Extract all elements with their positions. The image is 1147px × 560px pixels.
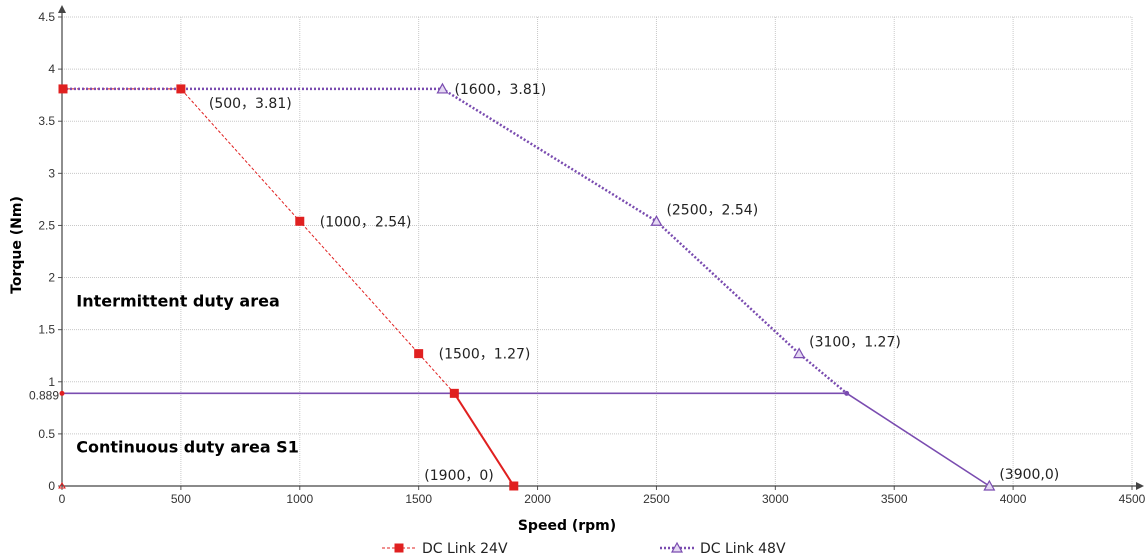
continuous-start-marker: [59, 390, 65, 396]
legend-label: DC Link 48V: [700, 541, 786, 557]
legend-marker-triangle: [670, 541, 684, 553]
series-24v-continuous-line: [453, 392, 515, 487]
series-lines: [62, 87, 990, 487]
series-48v-marker: [983, 479, 996, 491]
legend-label: DC Link 24V: [422, 541, 508, 557]
x-tick-label: 4000: [1000, 492, 1027, 506]
legend: DC Link 24V DC Link 48V: [382, 541, 786, 557]
series-24v-marker: [509, 481, 519, 491]
x-axis-title: Speed (rpm): [518, 518, 616, 534]
continuous-area-label: Continuous duty area S1: [76, 438, 299, 457]
x-tick-label: 4500: [1119, 492, 1146, 506]
y-tick-label: 2: [48, 271, 55, 285]
x-tick-label: 3000: [762, 492, 789, 506]
y-tick-label: 3.5: [38, 114, 55, 128]
grid: [62, 16, 1133, 486]
point-annotation: (3100，1.27): [809, 335, 901, 351]
y-tick-label: 3: [48, 166, 55, 180]
x-tick-label: 0: [59, 492, 66, 506]
point-annotation: (1000，2.54): [320, 214, 412, 230]
series-24v-marker: [58, 84, 68, 94]
point-annotation: (1900，0): [424, 468, 493, 484]
legend-marker-square: [394, 543, 404, 553]
point-annotation: (3900,0): [999, 467, 1059, 483]
series-24v-line: [62, 88, 455, 394]
series-48v-marker: [436, 82, 449, 94]
origin-marker: [58, 482, 66, 489]
series-48v-marker: [650, 215, 663, 226]
y-tick-label: 1: [48, 375, 55, 389]
y-tick-label: 2.5: [38, 218, 55, 232]
series-24v-marker: [414, 349, 424, 359]
y-tick-label: 1.5: [38, 323, 55, 337]
data-markers: [58, 82, 996, 491]
intermittent-area-label: Intermittent duty area: [76, 292, 279, 311]
y-tick-label: 0.5: [38, 427, 55, 441]
x-tick-label: 1500: [405, 492, 432, 506]
series-48v-continuous-line: [846, 392, 990, 487]
y-tick-label: 4.5: [38, 10, 55, 24]
x-tick-label: 2500: [643, 492, 670, 506]
y-tick-label: 4: [48, 62, 55, 76]
point-annotation: (1500，1.27): [439, 347, 531, 363]
annotations: (500，3.81) (1000，2.54) (1500，1.27) (1900，0)…: [76, 82, 1059, 484]
point-annotation: (2500，2.54): [666, 202, 758, 218]
point-annotation: (1600，3.81): [454, 82, 546, 98]
series-48v-marker: [844, 390, 850, 396]
axes: 0 500 1000 1500 2000 2500 3000 3500 4000 4500 0 0.5…: [29, 5, 1146, 506]
y-axis-arrow: [58, 5, 66, 13]
x-tick-label: 1000: [286, 492, 313, 506]
series-24v-marker: [295, 216, 305, 226]
x-axis-arrow: [1136, 482, 1144, 490]
series-24v-marker: [176, 84, 186, 94]
x-tick-label: 500: [171, 492, 191, 506]
x-tick-label: 2000: [524, 492, 551, 506]
series-48v-marker: [793, 347, 806, 359]
y-tick-label-0889: 0.889: [29, 388, 59, 402]
y-tick-label: 0: [48, 479, 55, 493]
series-24v-marker: [449, 388, 459, 398]
point-annotation: (500，3.81): [209, 96, 292, 112]
x-tick-label: 3500: [881, 492, 908, 506]
y-axis-title: Torque (Nm): [9, 196, 25, 294]
